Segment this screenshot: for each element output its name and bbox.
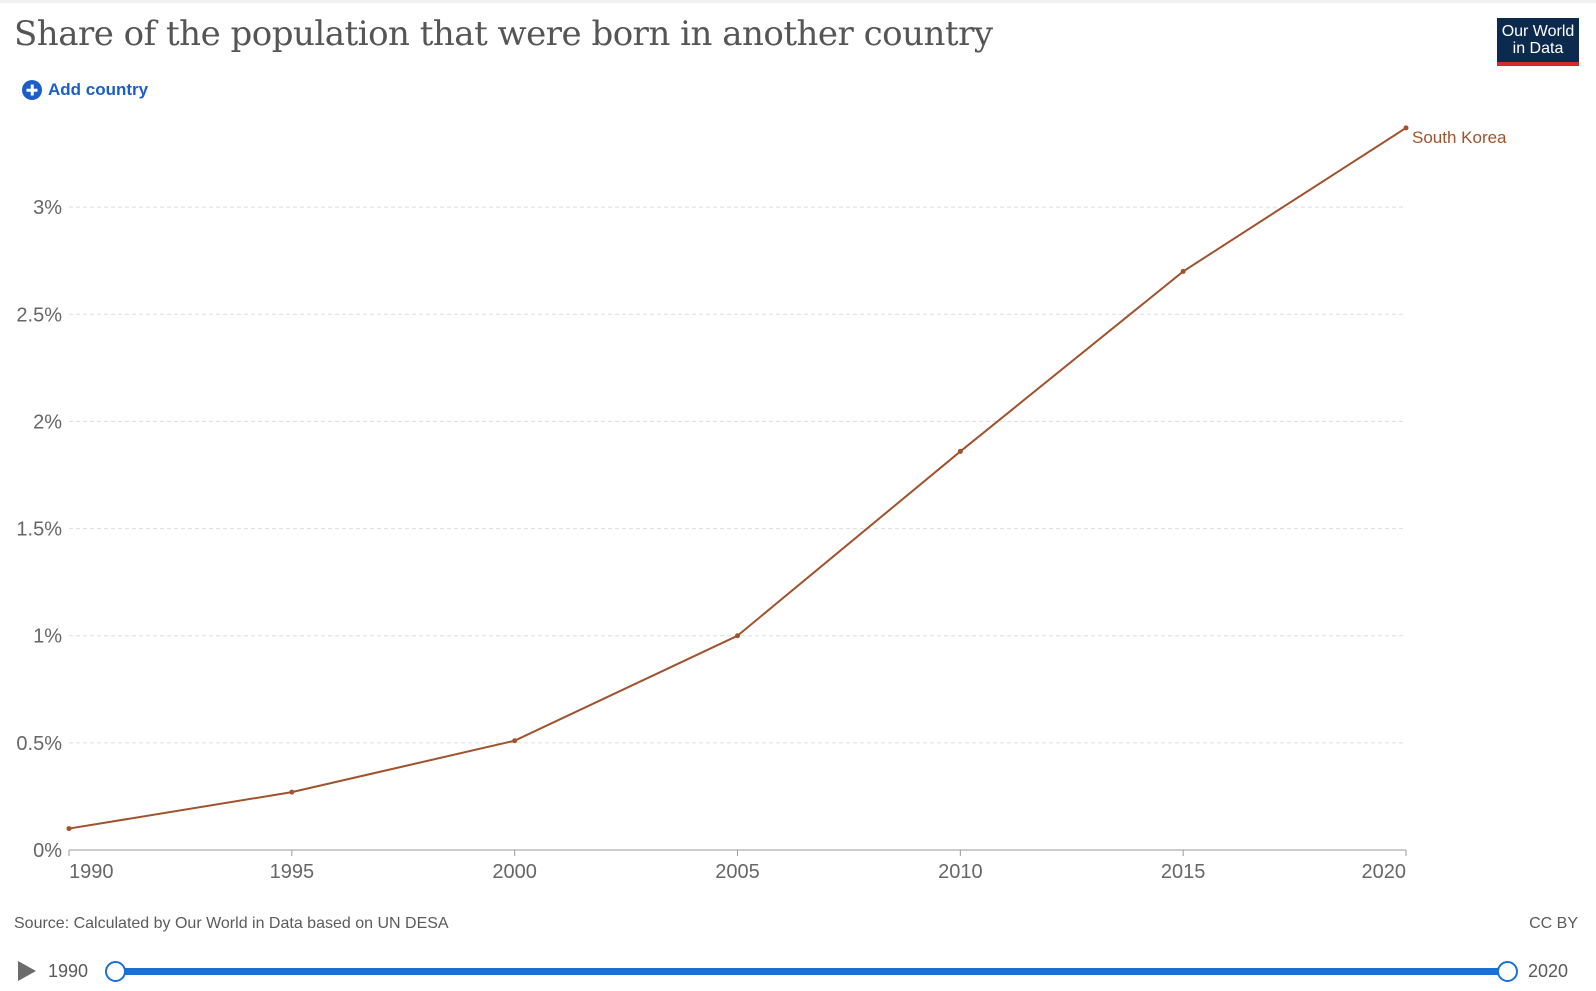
x-tick-label: 2000	[492, 861, 537, 883]
timeline-end-handle[interactable]	[1497, 961, 1518, 982]
license-link[interactable]: CC BY	[1529, 915, 1578, 932]
source-note: Source: Calculated by Our World in Data …	[14, 915, 449, 932]
x-tick-label: 1995	[270, 861, 315, 883]
add-country-label: Add country	[48, 80, 149, 99]
y-tick-label: 0.5%	[16, 733, 62, 755]
logo-line-1: Our World	[1501, 23, 1575, 40]
y-tick-label: 3%	[33, 197, 62, 219]
owid-logo[interactable]: Our World in Data	[1497, 18, 1579, 66]
x-tick-label: 2010	[938, 861, 983, 883]
play-icon[interactable]	[18, 961, 36, 981]
x-tick-label: 2020	[1362, 861, 1407, 883]
data-point	[289, 789, 295, 795]
y-tick-label: 0%	[33, 840, 62, 862]
series-line-south-korea	[68, 127, 1407, 830]
data-point	[1180, 268, 1186, 274]
plus-circle-icon	[22, 80, 42, 100]
y-tick-label: 1.5%	[16, 519, 62, 541]
y-tick-label: 2%	[33, 411, 62, 433]
timeline-start-handle[interactable]	[105, 961, 126, 982]
data-point	[957, 448, 963, 454]
data-point	[66, 826, 72, 832]
x-tick-label: 2015	[1161, 861, 1206, 883]
logo-line-2: in Data	[1512, 40, 1564, 57]
timeline-start-label: 1990	[48, 961, 89, 981]
x-tick-label: 2005	[715, 861, 760, 883]
y-tick-label: 2.5%	[16, 304, 62, 326]
add-country-button[interactable]: Add country	[22, 80, 148, 100]
y-tick-label: 1%	[33, 626, 62, 648]
data-point	[512, 738, 518, 744]
timeline-end-label: 2020	[1528, 961, 1569, 981]
x-tick-label: 1990	[69, 861, 114, 883]
chart-title: Share of the population that were born i…	[14, 14, 993, 54]
data-point	[1403, 125, 1409, 131]
timeline-slider-track[interactable]	[114, 968, 1506, 975]
series-label: South Korea	[1412, 128, 1507, 147]
data-point	[735, 633, 740, 639]
top-rule	[0, 0, 1596, 3]
